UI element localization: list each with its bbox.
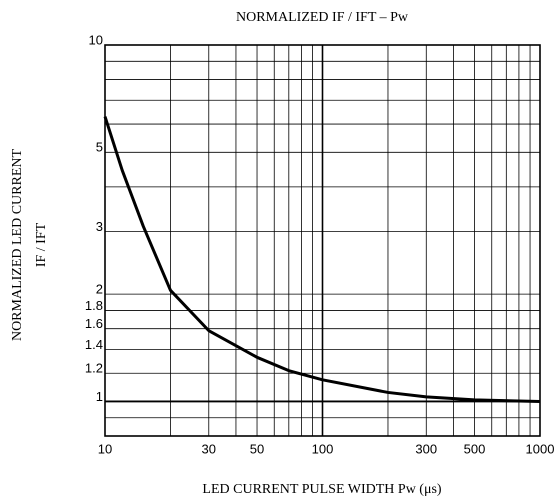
x-tick-label: 30: [202, 441, 216, 456]
line: [103, 116, 541, 403]
x-axis-label: LED CURRENT PULSE WIDTH Pw (μs): [202, 482, 441, 497]
x-tick-label: 500: [464, 441, 486, 456]
y-tick-label: 1.8: [85, 298, 103, 313]
x-tick-label: 10: [98, 441, 112, 456]
y-tick-label: 3: [96, 219, 103, 234]
y-tick-label: 10: [89, 32, 103, 47]
x-tick-label: 50: [250, 441, 264, 456]
chart-title: NORMALIZED IF / IFT – Pw: [236, 10, 409, 25]
y-axis-label: IF / IFT: [34, 222, 49, 267]
y-tick-label: 2: [96, 282, 103, 297]
x-tick-label: 300: [415, 441, 437, 456]
y-axis-label: NORMALIZED LED CURRENT: [10, 149, 25, 342]
plot-frame: [104, 44, 541, 437]
y-tick-label: 1.6: [85, 316, 103, 331]
y-tick-label: 1.4: [85, 337, 103, 352]
y-tick-label: 5: [96, 140, 103, 155]
y-tick-label: 1: [96, 389, 103, 404]
x-tick-label: 1000: [526, 441, 555, 456]
x-tick-label: 100: [312, 441, 334, 456]
y-tick-label: 1.2: [85, 361, 103, 376]
